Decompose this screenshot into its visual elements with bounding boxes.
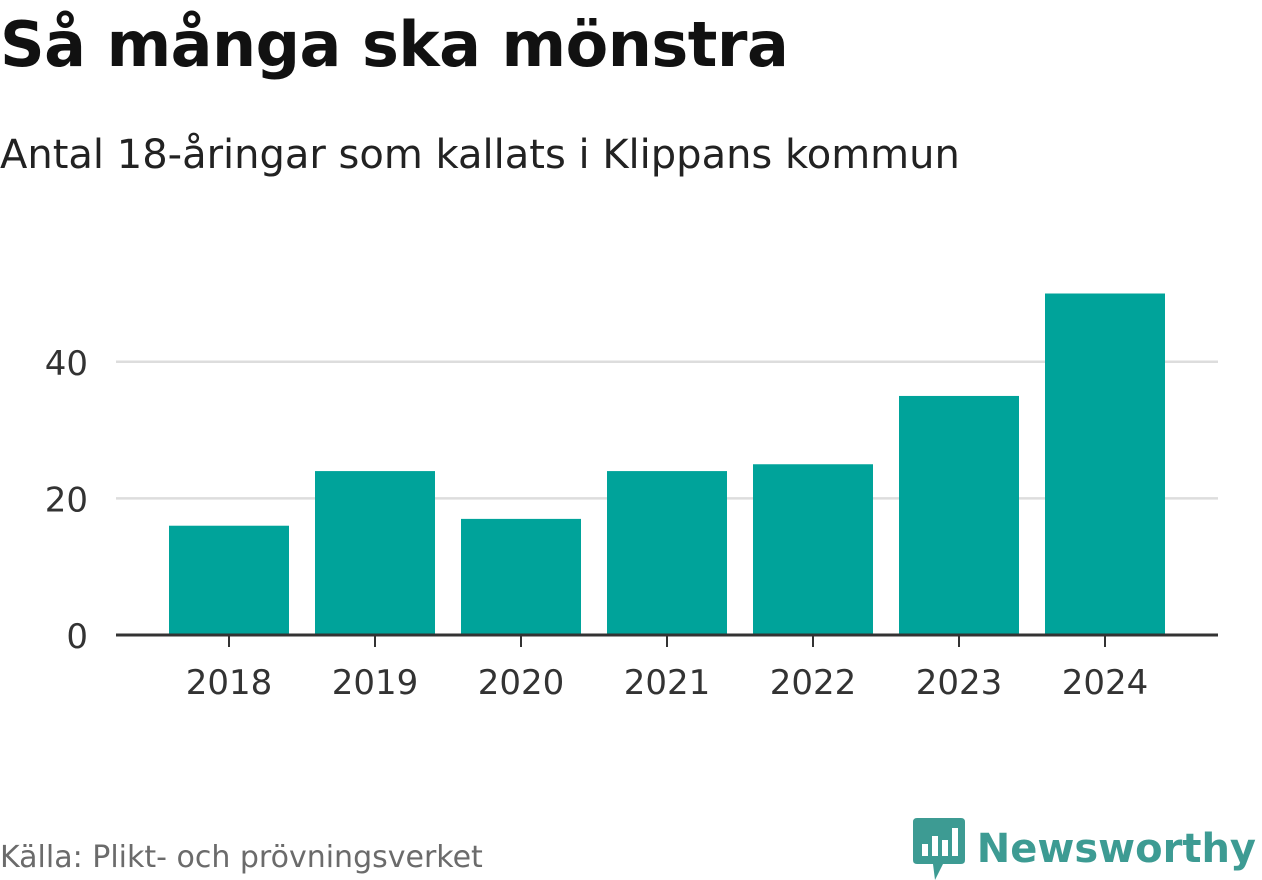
x-tick-label: 2023	[916, 663, 1003, 703]
axes: 0 20 40 2018 2019 2020 2021 2022 2023 2024	[45, 344, 1218, 703]
bar-2018	[169, 525, 289, 635]
bar-2020	[461, 518, 581, 635]
y-tick-label: 20	[45, 480, 88, 520]
y-tick-label: 0	[66, 617, 88, 657]
y-tick-label: 40	[45, 344, 88, 384]
bars	[169, 293, 1165, 635]
brand-name: Newsworthy	[976, 826, 1256, 872]
bar-2021	[607, 471, 727, 635]
bar-2024	[1045, 293, 1165, 635]
chart-title: Så många ska mönstra	[0, 8, 789, 81]
bar-2019	[315, 471, 435, 635]
bar-2023	[899, 395, 1019, 635]
source-note: Källa: Plikt- och prövningsverket	[0, 840, 483, 875]
chart-subtitle: Antal 18-åringar som kallats i Klippans …	[0, 132, 960, 178]
bar-2022	[753, 464, 873, 635]
x-tick-label: 2018	[186, 663, 273, 703]
x-tick-label: 2020	[478, 663, 565, 703]
x-tick-label: 2021	[624, 663, 711, 703]
x-tick-label: 2022	[770, 663, 857, 703]
x-tick-label: 2019	[332, 663, 419, 703]
newsworthy-logo-icon	[912, 818, 965, 880]
x-tick-label: 2024	[1062, 663, 1149, 703]
brand-logo: Newsworthy	[912, 818, 1256, 880]
